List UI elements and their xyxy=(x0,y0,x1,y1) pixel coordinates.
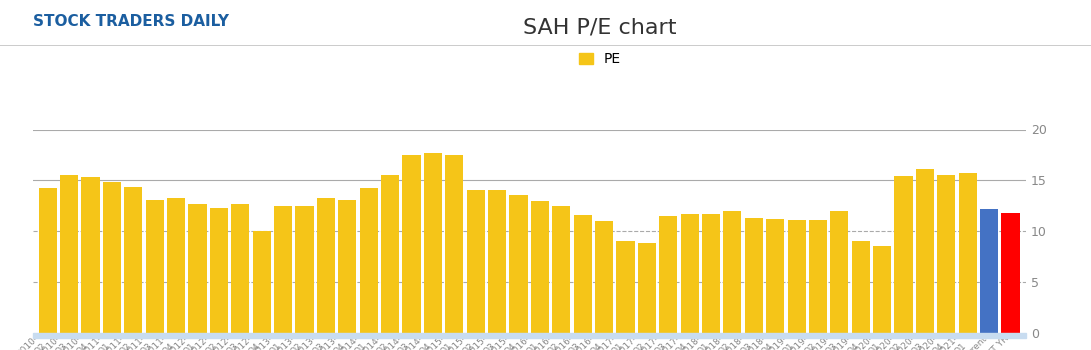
Bar xyxy=(124,187,143,332)
Bar xyxy=(316,197,335,332)
Bar xyxy=(788,220,805,332)
Bar xyxy=(1002,213,1020,332)
Bar xyxy=(830,211,849,332)
Bar xyxy=(638,243,656,332)
Legend: PE: PE xyxy=(579,52,621,66)
Bar xyxy=(959,173,976,332)
Bar xyxy=(808,220,827,332)
Bar xyxy=(488,190,506,332)
Bar xyxy=(381,175,399,332)
Bar xyxy=(38,188,57,332)
Bar xyxy=(745,218,763,332)
Text: SAH P/E chart: SAH P/E chart xyxy=(524,18,676,37)
Bar xyxy=(895,176,913,332)
Bar xyxy=(338,199,357,332)
Bar xyxy=(937,175,956,332)
Bar xyxy=(659,216,678,332)
Bar xyxy=(681,214,698,332)
Text: STOCK TRADERS DAILY: STOCK TRADERS DAILY xyxy=(33,14,229,29)
Bar xyxy=(360,188,377,332)
Bar xyxy=(980,209,998,332)
Bar xyxy=(702,214,720,332)
Bar xyxy=(33,332,1026,337)
Bar xyxy=(253,231,271,332)
Bar xyxy=(145,199,164,332)
Bar xyxy=(616,241,635,332)
Bar xyxy=(509,195,528,332)
Bar xyxy=(103,182,121,332)
Bar xyxy=(467,190,484,332)
Bar xyxy=(574,215,591,332)
Bar xyxy=(873,246,891,332)
Bar xyxy=(530,201,549,332)
Bar xyxy=(274,206,292,332)
Bar xyxy=(766,219,784,332)
Bar xyxy=(189,204,206,332)
Bar xyxy=(445,155,464,332)
Bar xyxy=(209,208,228,332)
Bar xyxy=(231,204,250,332)
Bar xyxy=(60,175,79,332)
Bar xyxy=(852,241,870,332)
Bar xyxy=(296,206,313,332)
Bar xyxy=(167,197,185,332)
Bar xyxy=(915,169,934,332)
Bar xyxy=(723,211,742,332)
Bar xyxy=(403,155,420,332)
Bar xyxy=(423,153,442,332)
Bar xyxy=(595,221,613,332)
Bar xyxy=(82,177,99,332)
Bar xyxy=(552,206,571,332)
